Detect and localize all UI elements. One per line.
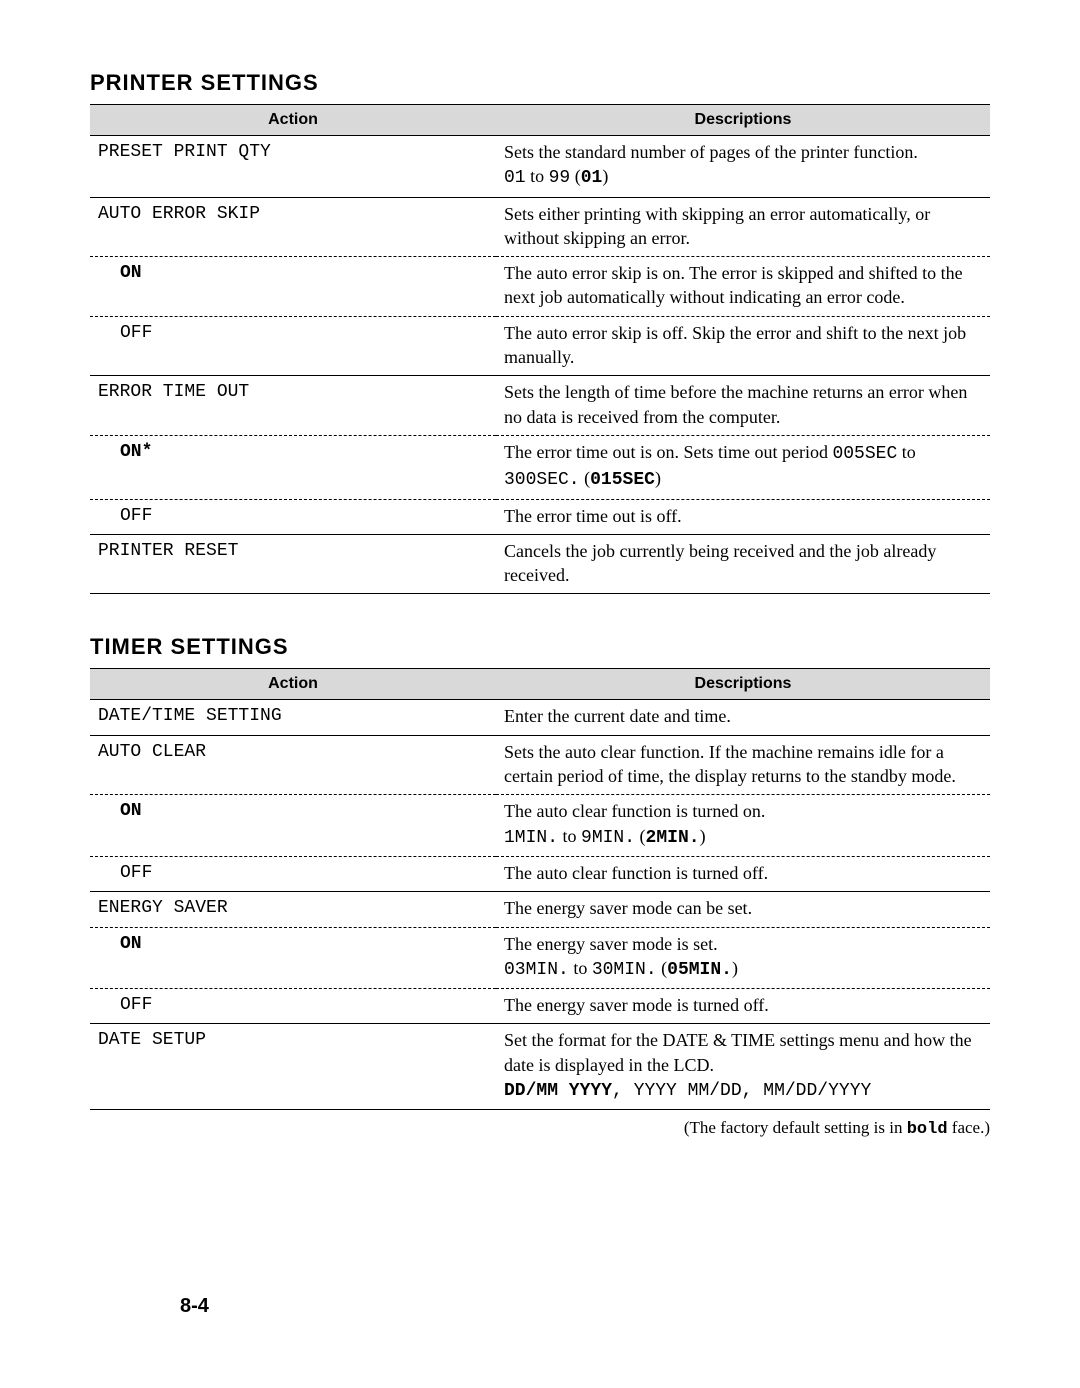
- desc-cell: Sets either printing with skipping an er…: [496, 197, 990, 257]
- table-row: PRESET PRINT QTYSets the standard number…: [90, 136, 990, 198]
- table-row: OFFThe error time out is off.: [90, 499, 990, 534]
- action-cell: ON: [90, 257, 496, 317]
- desc-cell: Enter the current date and time.: [496, 700, 990, 735]
- desc-cell: Cancels the job currently being received…: [496, 534, 990, 594]
- action-cell: PRINTER RESET: [90, 534, 496, 594]
- action-cell: OFF: [90, 316, 496, 376]
- col-action: Action: [90, 669, 496, 700]
- desc-cell: The auto clear function is turned off.: [496, 856, 990, 891]
- table-row: ERROR TIME OUTSets the length of time be…: [90, 376, 990, 436]
- table-row: OFFThe energy saver mode is turned off.: [90, 989, 990, 1024]
- timer-settings-title: Timer Settings: [90, 634, 990, 660]
- desc-cell: Sets the standard number of pages of the…: [496, 136, 990, 198]
- desc-cell: The energy saver mode is set.03MIN. to 3…: [496, 927, 990, 989]
- action-cell: AUTO ERROR SKIP: [90, 197, 496, 257]
- printer-settings-title: Printer Settings: [90, 70, 990, 96]
- table-row: PRINTER RESETCancels the job currently b…: [90, 534, 990, 594]
- desc-cell: Sets the length of time before the machi…: [496, 376, 990, 436]
- table-row: DATE SETUPSet the format for the DATE & …: [90, 1024, 990, 1110]
- table-row: DATE/TIME SETTINGEnter the current date …: [90, 700, 990, 735]
- table-row: AUTO ERROR SKIPSets either printing with…: [90, 197, 990, 257]
- col-action: Action: [90, 105, 496, 136]
- table-row: ONThe auto clear function is turned on.1…: [90, 795, 990, 857]
- desc-cell: The auto error skip is off. Skip the err…: [496, 316, 990, 376]
- desc-cell: The error time out is on. Sets time out …: [496, 435, 990, 499]
- action-cell: ERROR TIME OUT: [90, 376, 496, 436]
- desc-cell: The auto error skip is on. The error is …: [496, 257, 990, 317]
- action-cell: ON*: [90, 435, 496, 499]
- table-row: ONThe energy saver mode is set.03MIN. to…: [90, 927, 990, 989]
- table-row: AUTO CLEARSets the auto clear function. …: [90, 735, 990, 795]
- action-cell: ON: [90, 927, 496, 989]
- action-cell: DATE/TIME SETTING: [90, 700, 496, 735]
- action-cell: AUTO CLEAR: [90, 735, 496, 795]
- table-row: OFFThe auto clear function is turned off…: [90, 856, 990, 891]
- desc-cell: The auto clear function is turned on.1MI…: [496, 795, 990, 857]
- action-cell: OFF: [90, 989, 496, 1024]
- desc-cell: Sets the auto clear function. If the mac…: [496, 735, 990, 795]
- action-cell: ON: [90, 795, 496, 857]
- desc-cell: The error time out is off.: [496, 499, 990, 534]
- timer-settings-table: Action Descriptions DATE/TIME SETTINGEnt…: [90, 668, 990, 1110]
- desc-cell: Set the format for the DATE & TIME setti…: [496, 1024, 990, 1110]
- action-cell: DATE SETUP: [90, 1024, 496, 1110]
- desc-cell: The energy saver mode is turned off.: [496, 989, 990, 1024]
- col-desc: Descriptions: [496, 669, 990, 700]
- footnote: (The factory default setting is in bold …: [90, 1118, 990, 1139]
- action-cell: OFF: [90, 856, 496, 891]
- page-number: 8-4: [180, 1295, 209, 1318]
- table-row: ON*The error time out is on. Sets time o…: [90, 435, 990, 499]
- action-cell: PRESET PRINT QTY: [90, 136, 496, 198]
- col-desc: Descriptions: [496, 105, 990, 136]
- table-row: ENERGY SAVERThe energy saver mode can be…: [90, 892, 990, 927]
- printer-settings-table: Action Descriptions PRESET PRINT QTYSets…: [90, 104, 990, 594]
- table-row: OFFThe auto error skip is off. Skip the …: [90, 316, 990, 376]
- desc-cell: The energy saver mode can be set.: [496, 892, 990, 927]
- action-cell: OFF: [90, 499, 496, 534]
- table-row: ONThe auto error skip is on. The error i…: [90, 257, 990, 317]
- action-cell: ENERGY SAVER: [90, 892, 496, 927]
